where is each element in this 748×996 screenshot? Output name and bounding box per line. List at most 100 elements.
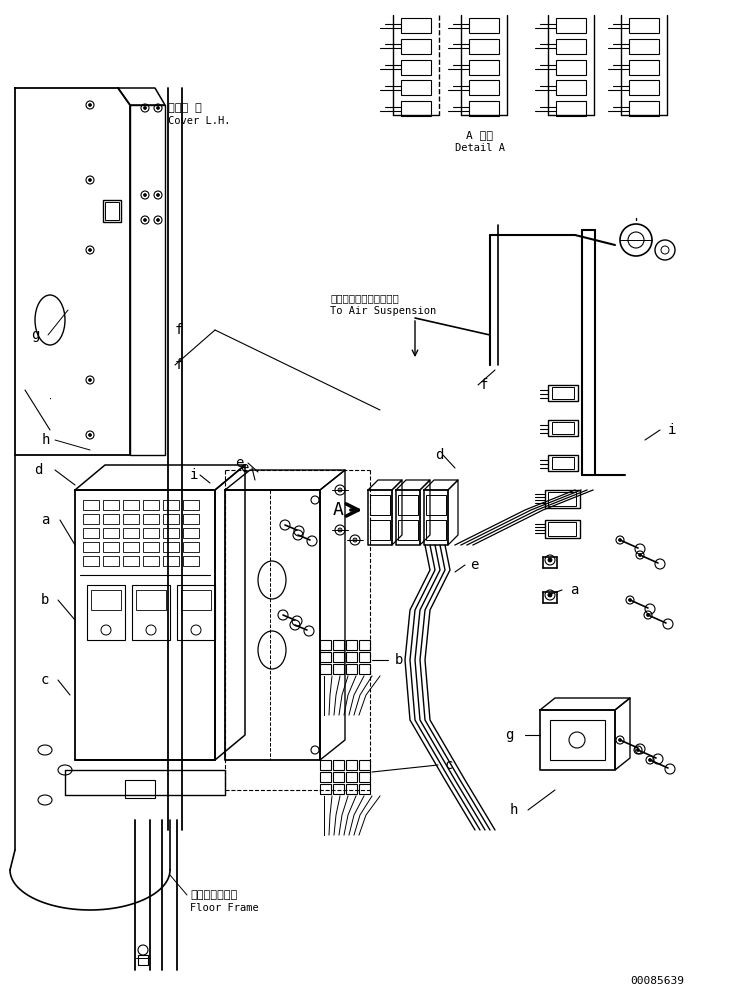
Bar <box>183 528 199 538</box>
Bar <box>359 784 370 794</box>
Bar <box>370 495 390 515</box>
Circle shape <box>88 433 91 436</box>
Bar <box>143 500 159 510</box>
Text: To Air Suspension: To Air Suspension <box>330 306 436 316</box>
Bar <box>629 39 659 54</box>
Bar <box>143 528 159 538</box>
Bar <box>183 542 199 552</box>
Bar <box>401 60 431 75</box>
Bar <box>469 39 499 54</box>
Bar <box>103 514 119 524</box>
Circle shape <box>548 558 552 562</box>
Bar <box>320 760 331 770</box>
Bar <box>469 18 499 33</box>
Text: i: i <box>190 468 198 482</box>
Bar <box>359 640 370 650</box>
Bar <box>548 420 578 436</box>
Bar <box>556 18 586 33</box>
Bar <box>629 60 659 75</box>
Bar <box>183 514 199 524</box>
Bar <box>469 60 499 75</box>
Circle shape <box>88 178 91 181</box>
Bar <box>398 520 418 540</box>
Ellipse shape <box>58 765 72 775</box>
Ellipse shape <box>38 745 52 755</box>
Circle shape <box>637 749 640 752</box>
Bar <box>333 664 344 674</box>
Bar <box>105 202 119 220</box>
Text: h: h <box>42 433 50 447</box>
Bar <box>556 60 586 75</box>
Bar <box>136 590 166 610</box>
Bar <box>545 520 580 538</box>
Bar <box>103 542 119 552</box>
Circle shape <box>156 193 159 196</box>
Bar <box>320 652 331 662</box>
Bar <box>163 556 179 566</box>
Bar <box>123 500 139 510</box>
Bar <box>401 18 431 33</box>
Bar <box>333 652 344 662</box>
Bar <box>177 585 215 640</box>
Bar <box>320 640 331 650</box>
Bar <box>143 542 159 552</box>
Text: フロアフレーム: フロアフレーム <box>190 890 237 900</box>
Bar <box>629 101 659 116</box>
Bar <box>401 81 431 96</box>
Bar <box>556 39 586 54</box>
Text: 00085639: 00085639 <box>630 976 684 986</box>
Circle shape <box>646 614 649 617</box>
Text: c: c <box>41 673 49 687</box>
Bar <box>138 955 148 965</box>
Bar <box>359 664 370 674</box>
Bar <box>143 514 159 524</box>
Circle shape <box>338 528 342 532</box>
Bar <box>346 652 357 662</box>
Bar <box>123 542 139 552</box>
Bar <box>370 520 390 540</box>
Text: a: a <box>570 583 578 597</box>
Bar <box>320 664 331 674</box>
Circle shape <box>639 554 642 557</box>
Ellipse shape <box>38 795 52 805</box>
Bar <box>548 385 578 401</box>
Bar <box>556 81 586 96</box>
Text: f: f <box>480 378 488 392</box>
Text: g: g <box>505 728 513 742</box>
Text: A: A <box>333 501 343 519</box>
Bar <box>83 556 99 566</box>
Bar <box>398 495 418 515</box>
Bar <box>333 784 344 794</box>
Circle shape <box>88 378 91 381</box>
Ellipse shape <box>258 561 286 599</box>
Circle shape <box>338 488 342 492</box>
Circle shape <box>619 539 622 542</box>
Circle shape <box>88 248 91 252</box>
Bar <box>91 590 121 610</box>
Text: b: b <box>395 653 403 667</box>
Ellipse shape <box>258 631 286 669</box>
Bar <box>629 81 659 96</box>
Text: b: b <box>41 593 49 607</box>
Bar <box>401 39 431 54</box>
Text: Detail A: Detail A <box>455 143 505 153</box>
Bar <box>123 556 139 566</box>
Text: e: e <box>470 558 479 572</box>
Bar <box>552 387 574 399</box>
Bar <box>183 556 199 566</box>
Text: e: e <box>240 461 248 475</box>
Bar <box>181 590 211 610</box>
Bar <box>359 772 370 782</box>
Circle shape <box>88 104 91 107</box>
Bar <box>103 500 119 510</box>
Text: i: i <box>668 423 676 437</box>
Circle shape <box>144 193 147 196</box>
Bar <box>550 720 605 760</box>
Bar <box>426 495 446 515</box>
Text: エアーサスペンションへ: エアーサスペンションへ <box>330 293 399 303</box>
Text: Cover L.H.: Cover L.H. <box>168 116 230 126</box>
Bar <box>359 652 370 662</box>
Bar <box>163 542 179 552</box>
Text: h: h <box>510 803 518 817</box>
Text: f: f <box>175 358 183 372</box>
